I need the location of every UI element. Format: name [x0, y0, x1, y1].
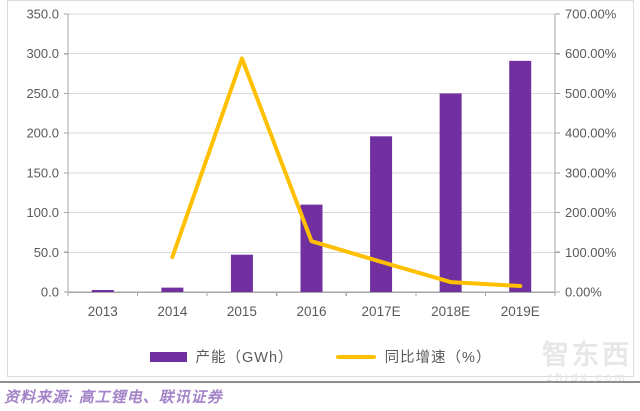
legend-label-capacity: 产能（GWh）: [195, 350, 294, 366]
svg-text:500.00%: 500.00%: [565, 86, 617, 101]
svg-text:600.00%: 600.00%: [565, 46, 617, 61]
svg-text:0.00%: 0.00%: [565, 285, 602, 300]
watermark-logo: 智东西: [542, 340, 632, 370]
svg-text:200.0: 200.0: [26, 126, 59, 141]
svg-text:0.0: 0.0: [41, 285, 59, 300]
svg-text:300.00%: 300.00%: [565, 165, 617, 180]
svg-text:2016: 2016: [296, 304, 326, 319]
legend-item-capacity: 产能（GWh）: [149, 346, 294, 367]
watermark-domain: zhidx.com: [546, 369, 628, 384]
combo-chart-canvas: 0.0 0.00% 50.0 100.00% 100.0 200.00% 150.0 300.…: [26, 7, 617, 320]
legend-item-growth: 同比增速（%）: [335, 346, 492, 367]
svg-text:2018E: 2018E: [431, 304, 470, 319]
svg-text:150.0: 150.0: [26, 165, 59, 180]
svg-text:100.0: 100.0: [26, 205, 59, 220]
svg-text:100.00%: 100.00%: [565, 245, 617, 260]
svg-text:400.00%: 400.00%: [565, 126, 617, 141]
svg-text:700.00%: 700.00%: [565, 7, 617, 22]
svg-text:2014: 2014: [157, 304, 188, 319]
svg-text:350.0: 350.0: [26, 7, 59, 22]
svg-text:200.00%: 200.00%: [565, 205, 617, 220]
watermark: 智东西 zhidx.com: [542, 340, 632, 384]
chart-legend: 产能（GWh） 同比增速（%）: [8, 346, 633, 367]
svg-text:2013: 2013: [88, 304, 118, 319]
svg-text:50.0: 50.0: [34, 245, 59, 260]
chart-frame: 0.0 0.00% 50.0 100.00% 100.0 200.00% 150.0 300.…: [7, 0, 634, 377]
bar-swatch-icon: [149, 351, 187, 362]
svg-text:2019E: 2019E: [501, 304, 540, 319]
line-swatch-icon: [335, 354, 376, 359]
legend-label-growth: 同比增速（%）: [384, 350, 492, 366]
divider: [0, 381, 640, 383]
source-note: 资料来源: 高工锂电、联讯证券: [4, 390, 223, 406]
svg-text:250.0: 250.0: [26, 86, 59, 101]
svg-text:2015: 2015: [227, 304, 257, 319]
svg-text:2017E: 2017E: [362, 304, 401, 319]
svg-text:300.0: 300.0: [26, 46, 59, 61]
